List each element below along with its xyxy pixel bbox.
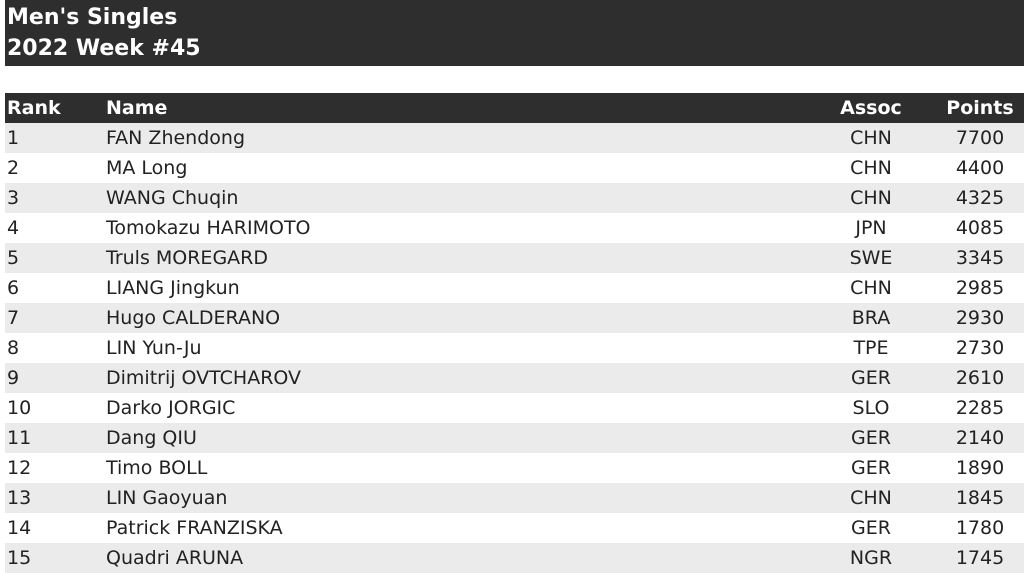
table-row: 9 Dimitrij OVTCHAROV GER 2610 xyxy=(5,363,1024,393)
points: 4400 xyxy=(955,157,1005,179)
player-name: LIN Yun-Ju xyxy=(106,337,202,359)
table-row: 14 Patrick FRANZISKA GER 1780 xyxy=(5,513,1024,543)
association: CHN xyxy=(850,187,892,209)
table-row: 3 WANG Chuqin CHN 4325 xyxy=(5,183,1024,213)
table-row: 5 Truls MOREGARD SWE 3345 xyxy=(5,243,1024,273)
points: 1845 xyxy=(955,487,1005,509)
table-row: 7 Hugo CALDERANO BRA 2930 xyxy=(5,303,1024,333)
subtitle: 2022 Week #45 xyxy=(7,36,201,61)
points: 2610 xyxy=(955,367,1005,389)
table-row: 12 Timo BOLL GER 1890 xyxy=(5,453,1024,483)
rank: 15 xyxy=(7,547,32,569)
rank: 6 xyxy=(7,277,20,299)
points: 2730 xyxy=(955,337,1005,359)
rank: 12 xyxy=(7,457,32,479)
header: Men's Singles 2022 Week #45 xyxy=(5,0,1024,66)
points: 1780 xyxy=(955,517,1005,539)
player-name: Dang QIU xyxy=(106,427,197,449)
player-name: Hugo CALDERANO xyxy=(106,307,281,329)
points: 2985 xyxy=(955,277,1005,299)
player-name: Patrick FRANZISKA xyxy=(106,517,283,539)
player-name: FAN Zhendong xyxy=(106,127,246,149)
points: 2285 xyxy=(955,397,1005,419)
association: GER xyxy=(851,427,891,449)
table-header: Rank Name Assoc Points xyxy=(5,93,1024,123)
association: CHN xyxy=(850,277,892,299)
player-name: LIN Gaoyuan xyxy=(106,487,228,509)
points: 1890 xyxy=(955,457,1005,479)
rank: 11 xyxy=(7,427,32,449)
player-name: LIANG Jingkun xyxy=(106,277,240,299)
column-header: Rank xyxy=(7,97,61,119)
rank: 10 xyxy=(7,397,32,419)
rank: 7 xyxy=(7,307,20,329)
rank: 1 xyxy=(7,127,20,149)
association: SLO xyxy=(852,397,890,419)
rank: 13 xyxy=(7,487,32,509)
association: JPN xyxy=(855,217,887,239)
rank: 9 xyxy=(7,367,20,389)
rank: 4 xyxy=(7,217,20,239)
table-row: 6 LIANG Jingkun CHN 2985 xyxy=(5,273,1024,303)
points: 4085 xyxy=(955,217,1005,239)
player-name: Dimitrij OVTCHAROV xyxy=(106,367,302,389)
column-header: Points xyxy=(946,97,1014,119)
points: 2140 xyxy=(955,427,1005,449)
points: 2930 xyxy=(955,307,1005,329)
association: CHN xyxy=(850,157,892,179)
table-row: 10 Darko JORGIC SLO 2285 xyxy=(5,393,1024,423)
association: CHN xyxy=(850,127,892,149)
association: NGR xyxy=(849,547,893,569)
points: 4325 xyxy=(955,187,1005,209)
points: 1745 xyxy=(955,547,1005,569)
association: TPE xyxy=(853,337,889,359)
table-row: 4 Tomokazu HARIMOTO JPN 4085 xyxy=(5,213,1024,243)
player-name: Tomokazu HARIMOTO xyxy=(106,217,311,239)
table-row: 8 LIN Yun-Ju TPE 2730 xyxy=(5,333,1024,363)
column-header: Assoc xyxy=(840,97,902,119)
player-name: Quadri ARUNA xyxy=(106,547,244,569)
player-name: MA Long xyxy=(106,157,188,179)
player-name: Truls MOREGARD xyxy=(106,247,268,269)
association: SWE xyxy=(849,247,893,269)
points: 7700 xyxy=(955,127,1005,149)
rank: 3 xyxy=(7,187,20,209)
association: GER xyxy=(851,457,891,479)
table-row: 15 Quadri ARUNA NGR 1745 xyxy=(5,543,1024,573)
table-row: 2 MA Long CHN 4400 xyxy=(5,153,1024,183)
player-name: WANG Chuqin xyxy=(106,187,239,209)
rank: 14 xyxy=(7,517,32,539)
association: GER xyxy=(851,367,891,389)
table-row: 13 LIN Gaoyuan CHN 1845 xyxy=(5,483,1024,513)
title: Men's Singles xyxy=(7,5,178,30)
column-header: Name xyxy=(106,97,168,119)
table-body: 1 FAN Zhendong CHN 7700 2 MA Long CHN 4400 3 WANG… xyxy=(5,123,1024,573)
table-row: 11 Dang QIU GER 2140 xyxy=(5,423,1024,453)
points: 3345 xyxy=(955,247,1005,269)
association: BRA xyxy=(851,307,891,329)
rank: 2 xyxy=(7,157,20,179)
rank: 5 xyxy=(7,247,20,269)
association: CHN xyxy=(850,487,892,509)
association: GER xyxy=(851,517,891,539)
ranking-table: Rank Name Assoc Points 1 FAN Zhendong CHN 7700… xyxy=(5,93,1024,573)
player-name: Timo BOLL xyxy=(106,457,208,479)
player-name: Darko JORGIC xyxy=(106,397,236,419)
rank: 8 xyxy=(7,337,20,359)
table-row: 1 FAN Zhendong CHN 7700 xyxy=(5,123,1024,153)
